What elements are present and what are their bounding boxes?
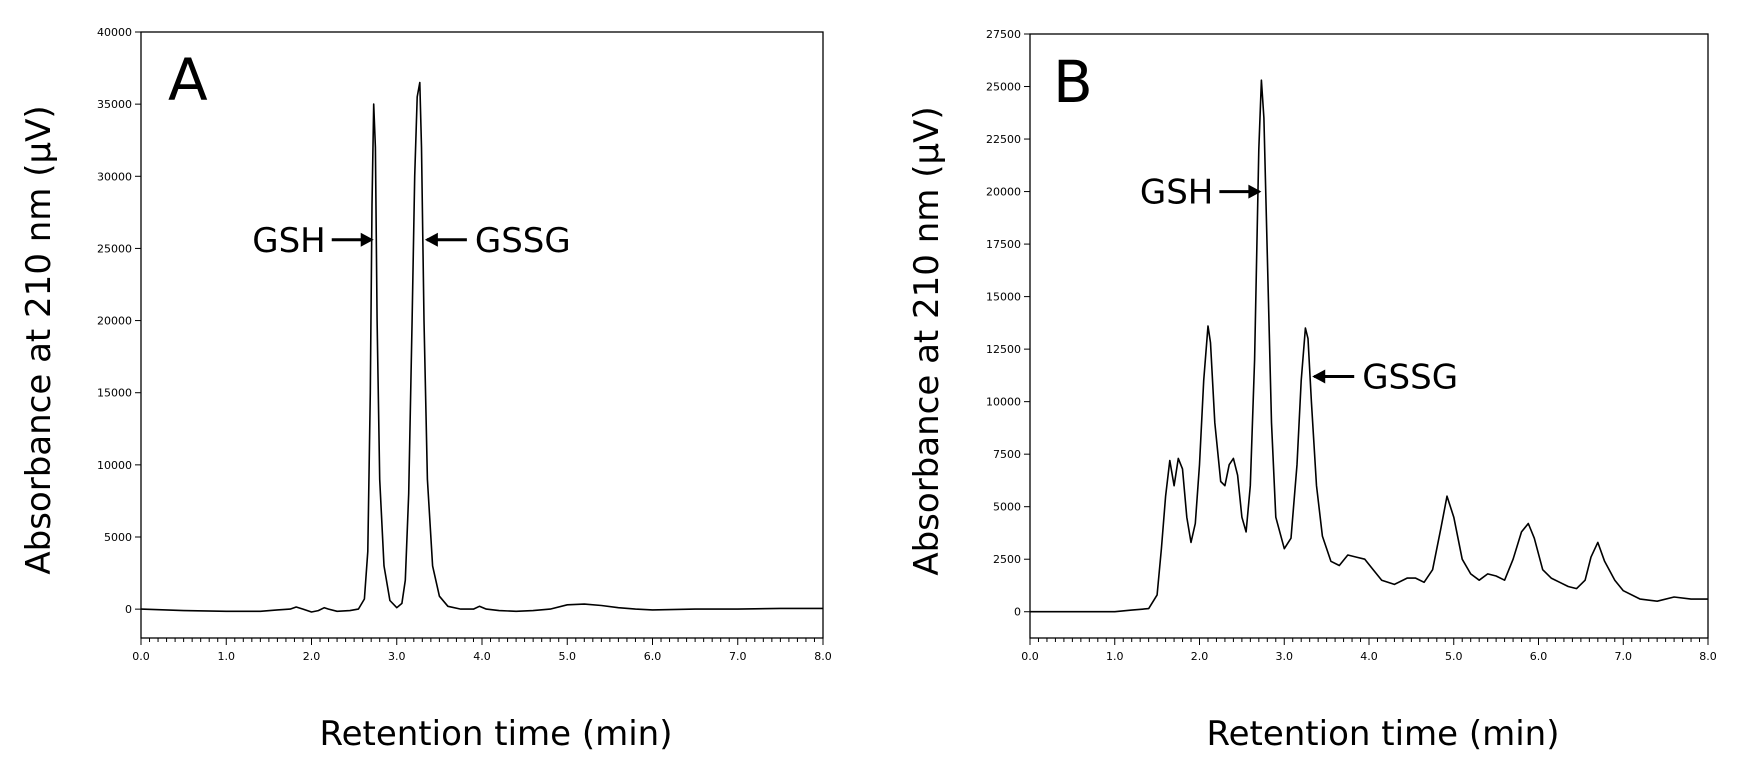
x-tick-label: 1.0 bbox=[218, 650, 236, 663]
y-tick-label: 2500 bbox=[993, 553, 1021, 566]
x-tick-label: 2.0 bbox=[303, 650, 321, 663]
arrowhead bbox=[1248, 184, 1262, 199]
y-axis-title: Absorbance at 210 nm (μV) bbox=[19, 105, 59, 574]
x-tick-label: 8.0 bbox=[814, 650, 832, 663]
x-tick-label: 4.0 bbox=[1360, 650, 1378, 663]
chromatogram-trace bbox=[140, 81, 823, 613]
chart-panel-b: 0 2500 5000 7500 10000 12500 15000 17500 20000 22… bbox=[907, 28, 1717, 754]
plot-frame bbox=[140, 31, 824, 639]
arrowhead bbox=[424, 232, 438, 247]
x-tick-label: 5.0 bbox=[559, 650, 577, 663]
annotation-label-gssg: GSSG bbox=[1362, 357, 1458, 397]
y-tick-label: 20000 bbox=[986, 186, 1021, 199]
x-tick-label: 3.0 bbox=[1276, 650, 1294, 663]
y-tick-label: 0 bbox=[1014, 606, 1021, 619]
y-axis-title: Absorbance at 210 nm (μV) bbox=[907, 106, 947, 575]
x-axis-title: Retention time (min) bbox=[319, 714, 672, 754]
x-tick-label: 2.0 bbox=[1191, 650, 1209, 663]
y-tick-label: 22500 bbox=[986, 133, 1021, 146]
y-tick-label: 40000 bbox=[97, 26, 132, 39]
y-tick-label: 7500 bbox=[993, 448, 1021, 461]
arrowhead bbox=[360, 232, 374, 247]
y-tick-label: 12500 bbox=[986, 343, 1021, 356]
x-tick-label: 1.0 bbox=[1106, 650, 1124, 663]
x-tick-label: 7.0 bbox=[1615, 650, 1633, 663]
x-axis-title: Retention time (min) bbox=[1206, 714, 1559, 754]
y-tick-label: 10000 bbox=[97, 459, 132, 472]
chromatogram-trace bbox=[1030, 79, 1708, 613]
panel-label: A bbox=[168, 46, 208, 114]
y-tick-label: 10000 bbox=[986, 396, 1021, 409]
y-tick-label: 15000 bbox=[97, 387, 132, 400]
panel-label: B bbox=[1053, 48, 1093, 116]
x-tick-label: 6.0 bbox=[1530, 650, 1548, 663]
x-tick-label: 4.0 bbox=[473, 650, 491, 663]
y-tick-label: 17500 bbox=[986, 238, 1021, 251]
annotation-label-gsh: GSH bbox=[252, 221, 326, 261]
arrowhead bbox=[1312, 369, 1326, 384]
y-tick-label: 25000 bbox=[97, 242, 132, 255]
annotation-label-gsh: GSH bbox=[1140, 173, 1214, 213]
y-tick-label: 30000 bbox=[97, 170, 132, 183]
annotation-label-gssg: GSSG bbox=[475, 221, 571, 261]
x-tick-label: 8.0 bbox=[1699, 650, 1717, 663]
x-tick-label: 0.0 bbox=[1021, 650, 1039, 663]
x-tick-label: 5.0 bbox=[1445, 650, 1463, 663]
y-tick-label: 27500 bbox=[986, 28, 1021, 41]
y-tick-label: 15000 bbox=[986, 291, 1021, 304]
y-tick-label: 35000 bbox=[97, 98, 132, 111]
y-tick-label: 5000 bbox=[993, 501, 1021, 514]
x-tick-label: 7.0 bbox=[729, 650, 747, 663]
x-tick-label: 3.0 bbox=[388, 650, 406, 663]
x-tick-label: 6.0 bbox=[644, 650, 662, 663]
y-tick-label: 0 bbox=[125, 603, 132, 616]
plot-frame bbox=[1029, 33, 1709, 639]
x-tick-label: 0.0 bbox=[132, 650, 150, 663]
y-tick-label: 25000 bbox=[986, 81, 1021, 94]
chart-panel-a: 0 5000 10000 15000 20000 25000 30000 35000 40000… bbox=[19, 26, 832, 754]
y-tick-label: 20000 bbox=[97, 315, 132, 328]
y-tick-label: 5000 bbox=[104, 531, 132, 544]
